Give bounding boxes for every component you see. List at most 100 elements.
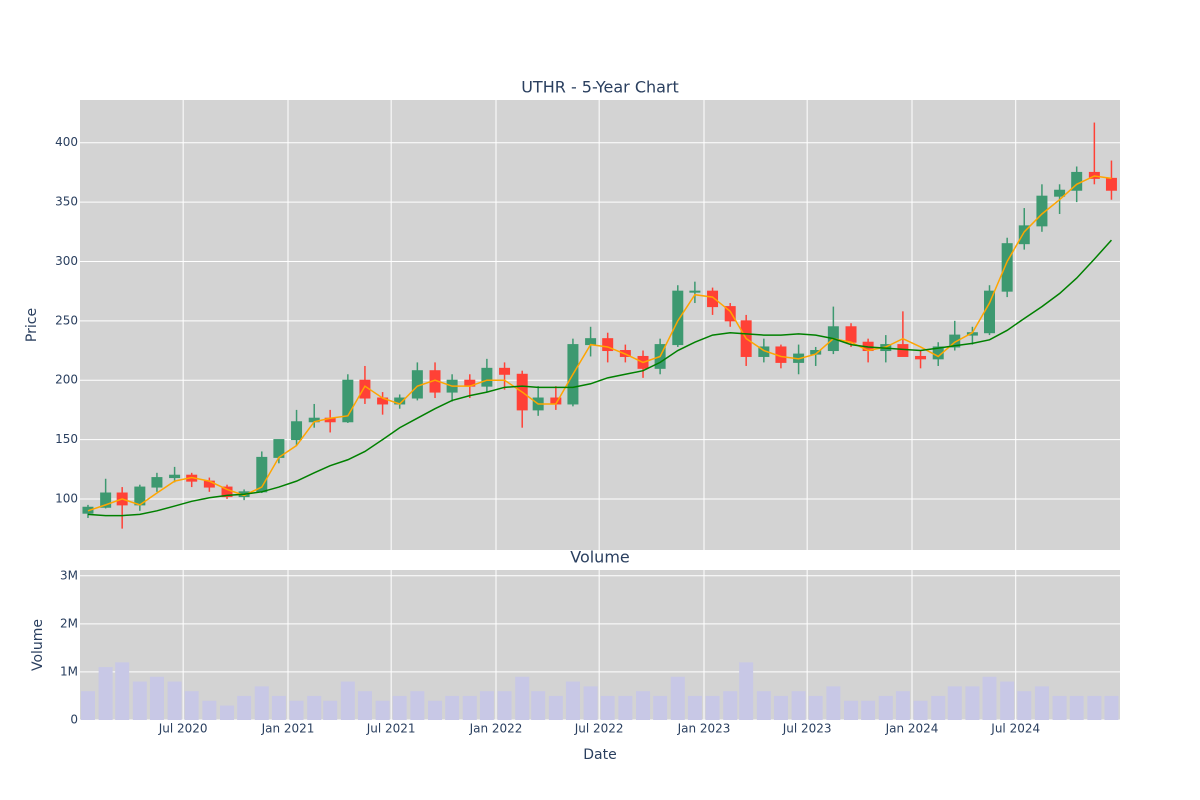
volume-bar xyxy=(445,695,460,720)
volume-bar xyxy=(357,691,372,720)
volume-bar xyxy=(428,700,443,720)
volume-bar xyxy=(289,700,304,720)
volume-bar xyxy=(184,691,199,720)
candle-body xyxy=(1105,177,1117,191)
volume-bar xyxy=(149,676,164,720)
volume-bar xyxy=(220,705,235,720)
volume-bar xyxy=(531,691,546,720)
x-tick-label: Jan 2022 xyxy=(469,722,523,736)
x-tick-label: Jan 2024 xyxy=(885,722,939,736)
candle-body xyxy=(100,492,112,508)
volume-bar xyxy=(1052,695,1067,720)
volume-bar xyxy=(705,695,720,720)
volume-bar xyxy=(565,681,580,720)
moving-average-line xyxy=(87,175,1112,512)
volume-bar xyxy=(670,676,685,720)
volume-bar xyxy=(515,676,530,720)
candle-body xyxy=(845,326,857,343)
volume-bar xyxy=(636,691,651,720)
candle-body xyxy=(707,290,719,308)
volume-bar xyxy=(1034,686,1049,720)
y-tick-label: 100 xyxy=(55,491,78,505)
y-tick-label: 400 xyxy=(55,135,78,149)
candle-body xyxy=(585,338,597,346)
candle-body xyxy=(169,474,181,479)
chart-title: UTHR - 5-Year Chart xyxy=(521,78,679,97)
volume-bar xyxy=(947,686,962,720)
volume-bar xyxy=(1069,695,1084,720)
volume-bar xyxy=(773,695,788,720)
y-tick-label: 0 xyxy=(70,713,78,727)
volume-bar xyxy=(1017,691,1032,720)
volume-bar xyxy=(392,695,407,720)
candle-body xyxy=(949,334,961,348)
y-tick-label: 3M xyxy=(60,568,78,582)
x-tick-label: Jul 2024 xyxy=(990,722,1040,736)
volume-bar xyxy=(548,695,563,720)
volume-bar xyxy=(375,700,390,720)
volume-bar xyxy=(80,691,95,720)
volume-bar xyxy=(479,691,494,720)
volume-bar xyxy=(115,662,130,720)
volume-bar xyxy=(723,691,738,720)
volume-title: Volume xyxy=(570,548,630,567)
volume-bar xyxy=(653,695,668,720)
volume-bar xyxy=(1087,695,1102,720)
candle-body xyxy=(342,379,354,423)
volume-bar xyxy=(791,691,806,720)
volume-bar xyxy=(340,681,355,720)
volume-bar xyxy=(931,695,946,720)
volume-bar xyxy=(687,695,702,720)
volume-bar xyxy=(878,695,893,720)
volume-bar xyxy=(826,686,841,720)
volume-bar xyxy=(982,676,997,720)
volume-bar xyxy=(1104,695,1119,720)
volume-bar xyxy=(913,700,928,720)
volume-bar xyxy=(202,700,217,720)
volume-bar xyxy=(756,691,771,720)
volume-bar xyxy=(1000,681,1015,720)
y-tick-label: 350 xyxy=(55,195,78,209)
volume-bar xyxy=(861,700,876,720)
volume-bar xyxy=(844,700,859,720)
volume-bar xyxy=(965,686,980,720)
x-axis-label: Date xyxy=(583,747,616,763)
y-tick-label: 2M xyxy=(60,616,78,630)
candle-body xyxy=(1036,195,1048,227)
candle-body xyxy=(689,290,701,293)
candle-body xyxy=(984,290,996,334)
x-tick-label: Jul 2022 xyxy=(574,722,624,736)
x-tick-label: Jan 2023 xyxy=(677,722,731,736)
volume-bar xyxy=(271,695,286,720)
y-tick-label: 250 xyxy=(55,313,78,327)
y-tick-label: 1M xyxy=(60,664,78,678)
candle-body xyxy=(1054,189,1066,197)
candle-body xyxy=(915,355,927,360)
y-tick-label: 200 xyxy=(55,373,78,387)
moving-average-line xyxy=(87,239,1113,517)
volume-bar xyxy=(237,695,252,720)
volume-bar xyxy=(132,681,147,720)
volume-bar xyxy=(600,695,615,720)
volume-bar xyxy=(323,700,338,720)
volume-bar xyxy=(254,686,269,720)
volume-bar xyxy=(98,667,113,720)
x-tick-label: Jul 2023 xyxy=(782,722,832,736)
volume-bar xyxy=(895,691,910,720)
volume-bar xyxy=(410,691,425,720)
volume-plot-area xyxy=(80,570,1120,720)
volume-bar xyxy=(167,681,182,720)
x-tick-label: Jul 2020 xyxy=(158,722,208,736)
volume-bar xyxy=(462,695,477,720)
price-plot-area xyxy=(80,100,1120,550)
volume-bar xyxy=(583,686,598,720)
candle-body xyxy=(602,338,614,352)
y-tick-label: 300 xyxy=(55,254,78,268)
candle-body xyxy=(672,290,684,346)
volume-bar xyxy=(307,695,322,720)
candle-body xyxy=(291,421,303,441)
candle-body xyxy=(1001,243,1013,292)
candle-body xyxy=(1018,225,1030,245)
candle-body xyxy=(481,367,493,387)
